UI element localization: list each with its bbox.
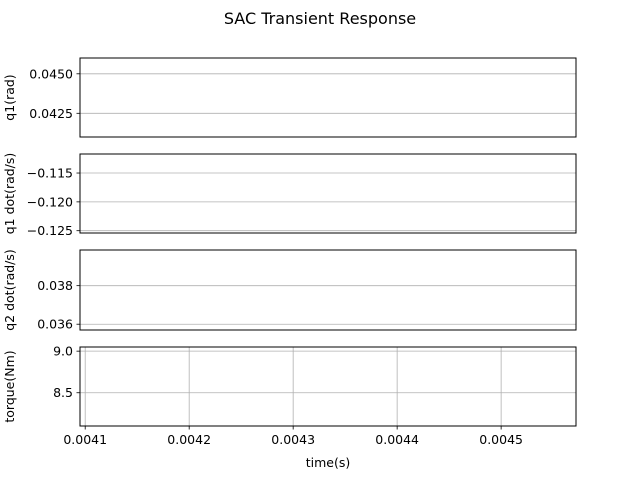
y-tick-label: 0.0450 bbox=[29, 66, 73, 81]
y-tick-label: 9.0 bbox=[53, 344, 73, 359]
subplot-4: 8.5 9.0 torque(Nm) 0.0041 0.0042 0.0043 0.0044… bbox=[2, 344, 577, 447]
x-axis-label: time(s) bbox=[306, 455, 351, 470]
y-axis-label: q1(rad) bbox=[2, 74, 17, 120]
subplot-3: 0.036 0.038 q2 dot(rad/s) bbox=[2, 249, 577, 332]
y-tick-label: 0.038 bbox=[37, 278, 73, 293]
y-tick-label: 0.0425 bbox=[29, 106, 73, 121]
x-tick-label: 0.0045 bbox=[479, 432, 523, 447]
y-tick-label: −0.125 bbox=[27, 223, 73, 238]
chart-title: SAC Transient Response bbox=[224, 9, 416, 28]
axes-frame bbox=[79, 249, 577, 331]
subplot-1: 0.0425 0.0450 q1(rad) bbox=[2, 57, 577, 138]
subplots: 0.0425 0.0450 q1(rad) −0.125 −0.120 −0.115 q1 … bbox=[2, 57, 577, 447]
subplot-2: −0.125 −0.120 −0.115 q1 dot(rad/s) bbox=[2, 153, 577, 238]
x-tick-label: 0.0044 bbox=[375, 432, 419, 447]
x-tick-label: 0.0041 bbox=[63, 432, 107, 447]
axes-frame bbox=[79, 153, 577, 234]
y-tick-label: −0.120 bbox=[27, 194, 73, 209]
y-tick-label: 8.5 bbox=[53, 385, 73, 400]
y-axis-label: torque(Nm) bbox=[2, 350, 17, 422]
y-tick-label: 0.036 bbox=[37, 317, 73, 332]
y-tick-label: −0.115 bbox=[27, 166, 73, 181]
axes-frame bbox=[79, 57, 577, 138]
x-tick-label: 0.0042 bbox=[167, 432, 211, 447]
axes-frame bbox=[79, 346, 577, 427]
y-axis-label: q1 dot(rad/s) bbox=[2, 153, 17, 235]
x-tick-label: 0.0043 bbox=[271, 432, 315, 447]
y-axis-label: q2 dot(rad/s) bbox=[2, 249, 17, 331]
